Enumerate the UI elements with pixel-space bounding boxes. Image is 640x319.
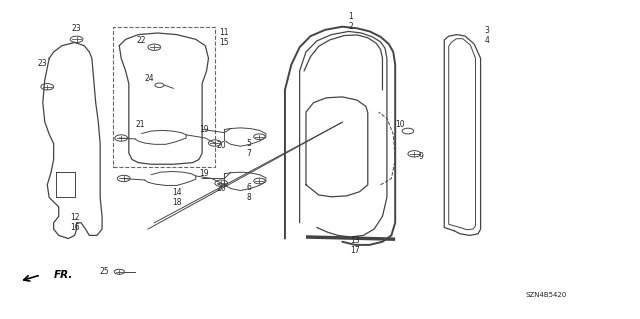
Text: 24: 24 [145,74,154,83]
Text: 25: 25 [100,267,109,276]
Bar [113,27,215,167]
Text: 20: 20 [216,184,226,193]
Text: 22: 22 [137,36,147,45]
Text: 20: 20 [216,141,226,150]
Text: 19: 19 [199,125,209,134]
Text: 23: 23 [38,59,47,68]
Text: SZN4B5420: SZN4B5420 [525,292,567,298]
Text: 9: 9 [419,152,423,161]
Text: 13
17: 13 17 [350,236,360,255]
Text: 23: 23 [72,24,81,33]
Text: 3
4: 3 4 [484,26,490,45]
Text: FR.: FR. [54,270,73,280]
Text: 19: 19 [199,169,209,178]
Text: 14
18: 14 18 [172,188,181,207]
Text: 10: 10 [395,120,404,129]
Text: 12
16: 12 16 [70,213,79,232]
Text: 1
2: 1 2 [348,12,353,32]
Text: 5
7: 5 7 [246,139,251,158]
Text: 21: 21 [136,120,145,129]
Text: 6
8: 6 8 [246,183,251,202]
Text: 11
15: 11 15 [220,28,229,47]
